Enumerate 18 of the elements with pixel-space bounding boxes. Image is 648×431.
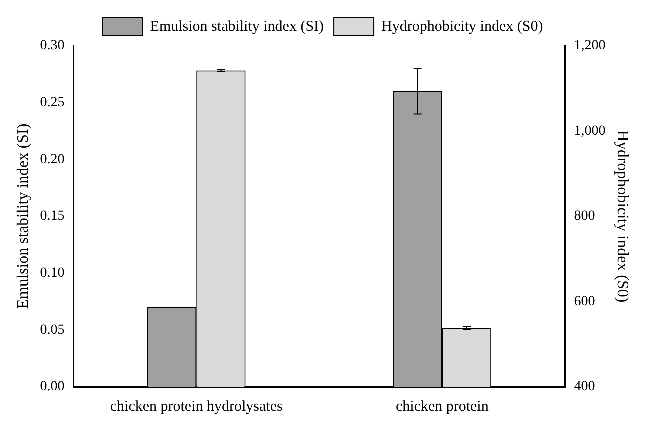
y-tick-label: 0.00 — [40, 380, 65, 395]
y2-tick-label: 400 — [574, 380, 596, 395]
x-tick-label: chicken protein hydrolysates — [110, 398, 283, 415]
y2-tick-label: 800 — [574, 209, 596, 224]
y-axis-title: Emulsion stability index (SI) — [14, 124, 32, 310]
y2-tick-label: 1,200 — [574, 38, 606, 54]
y2-axis-title: Hydrophobicity index (S0) — [614, 130, 632, 303]
y2-tick-label: 600 — [574, 294, 596, 310]
legend-label: Emulsion stability index (SI) — [150, 18, 324, 35]
y-tick-label: 0.30 — [40, 38, 65, 54]
x-tick-label: chicken protein — [396, 398, 490, 415]
y-tick-label: 0.25 — [40, 96, 65, 111]
y-tick-label: 0.15 — [40, 209, 65, 224]
y-tick-label: 0.05 — [40, 322, 65, 338]
legend-label: Hydrophobicity index (S0) — [382, 18, 544, 35]
y-tick-label: 0.20 — [40, 152, 65, 168]
y2-tick-label: 1,000 — [574, 124, 606, 139]
y-tick-label: 0.10 — [40, 266, 65, 282]
